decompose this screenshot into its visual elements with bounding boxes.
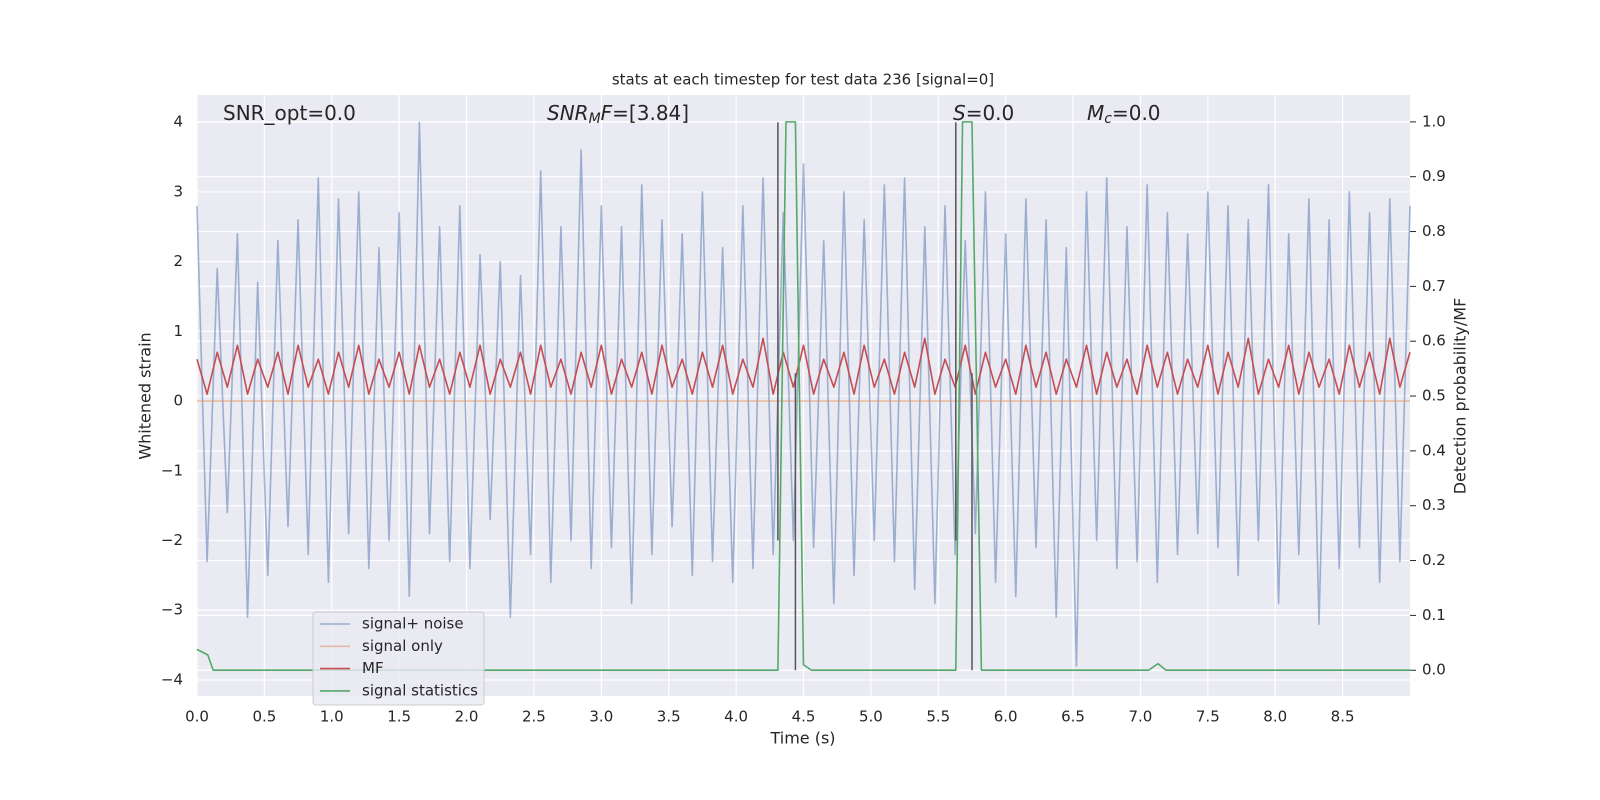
legend: signal+ noise signal only MF signal statist… [312,611,485,706]
x-tick-label: 4.0 [724,708,748,726]
annotation-part: =[3.84] [612,101,689,125]
annotation-part: SNR [547,101,589,125]
x-tick-label: 8.5 [1331,708,1355,726]
y-tick-label: −2 [161,531,183,549]
series-line [196,337,1411,395]
annotation-part: F [601,101,613,125]
annotation: SNRMF=[3.84] [547,101,689,128]
x-tick-label: 3.5 [657,708,681,726]
y2-tick-label: 0.9 [1422,167,1446,185]
y2-tick-label: 0.7 [1422,277,1446,295]
y2-tick-label: 0.8 [1422,222,1446,240]
y2-tick-label: 0.1 [1422,606,1446,624]
annotation: S=0.0 [953,101,1014,125]
x-tick-label: 5.0 [859,708,883,726]
y2-tick-label: 0.4 [1422,441,1446,459]
legend-label: signal+ noise [362,615,464,633]
annotation-part: =0.0 [966,101,1015,125]
x-tick-label: 0.0 [185,708,209,726]
x-tick-label: 3.0 [589,708,613,726]
legend-label: signal only [362,637,443,655]
annotation: Mc=0.0 [1087,101,1161,128]
y2-tick-label: 1.0 [1422,112,1446,130]
series-line [196,121,1411,667]
x-tick-label: 4.5 [792,708,816,726]
y-tick-label: 3 [173,182,183,200]
x-tick-label: 6.5 [1061,708,1085,726]
x-tick-label: 5.5 [926,708,950,726]
x-tick-label: 1.5 [387,708,411,726]
annotation-part: S [953,101,966,125]
legend-box [312,611,485,706]
y-axis-label: Whitened strain [136,332,155,459]
x-tick-label: 6.0 [994,708,1018,726]
chart-title: stats at each timestep for test data 236… [612,71,994,89]
y2-tick-label: 0.6 [1422,332,1446,350]
y2-axis-label: Detection probability/MF [1451,298,1470,495]
y-tick-label: −4 [161,670,183,688]
legend-label: signal statistics [362,681,478,699]
series-line [196,121,1410,672]
annotation: SNR_opt=0.0 [223,101,356,125]
legend-label: MF [362,659,384,677]
x-tick-label: 7.5 [1196,708,1220,726]
y2-tick-label: 0.0 [1422,661,1446,679]
x-tick-label: 8.0 [1263,708,1287,726]
y-tick-label: −1 [161,461,183,479]
x-tick-label: 2.0 [455,708,479,726]
y-tick-label: 1 [173,322,183,340]
annotation-part: M [589,111,601,127]
x-tick-label: 2.5 [522,708,546,726]
y-tick-label: 0 [173,392,183,410]
x-tick-label: 1.0 [320,708,344,726]
y2-tick-label: 0.2 [1422,551,1446,569]
annotation-part: SNR_opt=0.0 [223,101,356,125]
annotation-part: M [1087,101,1104,125]
x-tick-label: 0.5 [252,708,276,726]
y2-tick-label: 0.3 [1422,496,1446,514]
annotation-part: =0.0 [1112,101,1161,125]
annotation-part: c [1104,111,1112,127]
y2-tick-label: 0.5 [1422,387,1446,405]
y-tick-label: 4 [173,113,183,131]
y-tick-label: −3 [161,601,183,619]
x-axis-label: Time (s) [769,729,835,748]
y-tick-label: 2 [173,252,183,270]
x-tick-label: 7.0 [1129,708,1153,726]
